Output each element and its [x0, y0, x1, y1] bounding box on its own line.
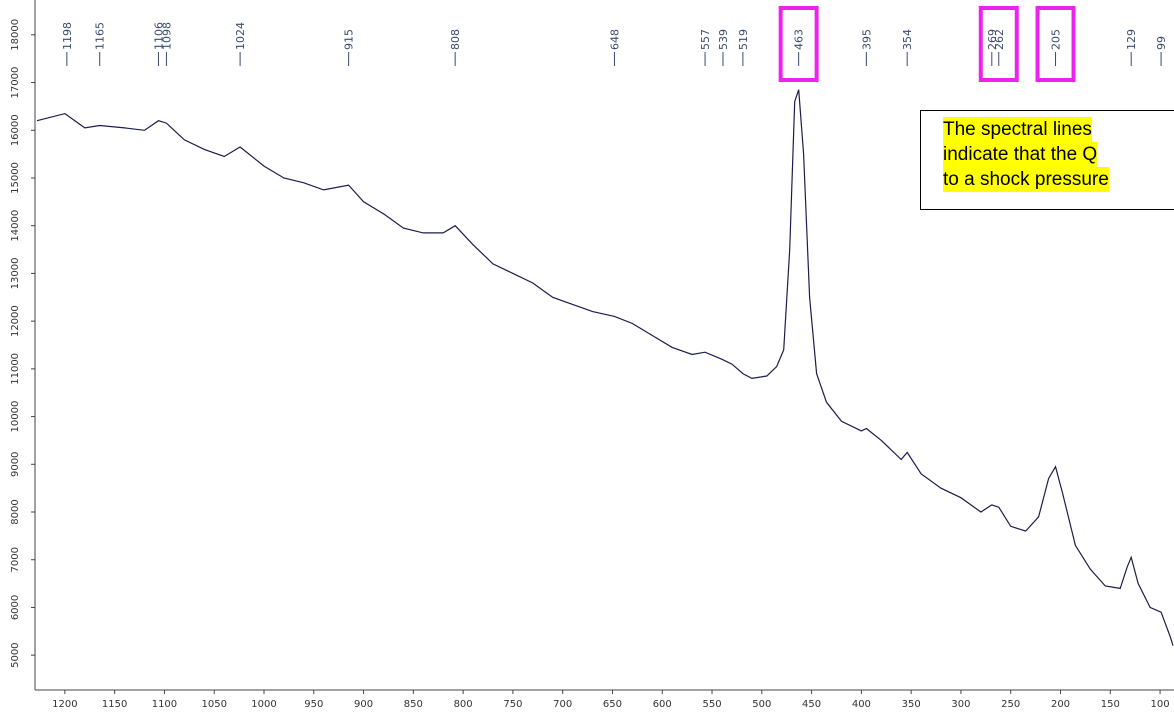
y-tick-label: 8000: [10, 499, 21, 524]
peak-label: 262: [993, 29, 1006, 50]
x-tick-label: 150: [1101, 699, 1120, 710]
annotation-line: indicate that the Q: [943, 142, 1098, 167]
highlight-box: [978, 6, 1019, 82]
y-tick-label: 13000: [10, 258, 21, 290]
peak-label: 648: [608, 29, 621, 50]
annotation-line: The spectral lines: [943, 117, 1092, 142]
x-tick-label: 800: [454, 699, 473, 710]
y-tick-label: 14000: [10, 210, 21, 242]
x-tick-label: 450: [802, 699, 821, 710]
x-tick-label: 900: [354, 699, 373, 710]
x-tick-label: 1000: [251, 699, 276, 710]
highlight-box: [778, 6, 819, 82]
x-tick-label: 1100: [152, 699, 177, 710]
peak-label: 1098: [160, 22, 173, 50]
peak-label: 463: [793, 29, 806, 50]
x-tick-label: 300: [951, 699, 970, 710]
x-tick-label: 100: [1151, 699, 1170, 710]
x-tick-label: 1050: [201, 699, 226, 710]
x-tick-label: 500: [752, 699, 771, 710]
peak-label: 1198: [61, 22, 74, 50]
y-tick-label: 12000: [10, 305, 21, 337]
peak-label: 915: [343, 29, 356, 50]
peak-label: 269: [986, 29, 999, 50]
x-tick-label: 350: [902, 699, 921, 710]
y-tick-label: 7000: [10, 547, 21, 572]
peak-label: 354: [901, 29, 914, 50]
peak-label: 519: [737, 29, 750, 50]
x-tick-label: 700: [553, 699, 572, 710]
y-tick-label: 11000: [10, 353, 21, 385]
x-tick-label: 1200: [52, 699, 77, 710]
peak-label: 1024: [234, 22, 247, 50]
x-tick-label: 250: [1001, 699, 1020, 710]
y-tick-label: 17000: [10, 67, 21, 99]
peak-label: 808: [449, 29, 462, 50]
x-tick-label: 850: [404, 699, 423, 710]
peak-label: 205: [1050, 29, 1063, 50]
annotation-line: to a shock pressure: [943, 167, 1109, 192]
y-tick-label: 15000: [10, 162, 21, 194]
y-tick-label: 16000: [10, 114, 21, 146]
spectrum-line: [36, 89, 1174, 646]
y-tick-label: 5000: [10, 642, 21, 667]
y-tick-label: 18000: [10, 19, 21, 51]
x-tick-label: 950: [304, 699, 323, 710]
x-tick-label: 550: [702, 699, 721, 710]
y-tick-label: 6000: [10, 595, 21, 620]
x-tick-label: 750: [503, 699, 522, 710]
peak-label: 1106: [152, 22, 165, 50]
peak-label: 395: [860, 29, 873, 50]
x-tick-label: 600: [653, 699, 672, 710]
peak-label: 129: [1125, 29, 1138, 50]
peak-label: 99: [1155, 36, 1168, 50]
y-tick-label: 10000: [10, 401, 21, 433]
x-tick-label: 650: [603, 699, 622, 710]
x-tick-label: 200: [1051, 699, 1070, 710]
y-tick-label: 9000: [10, 452, 21, 477]
peak-label: 1165: [94, 22, 107, 50]
x-tick-label: 1150: [102, 699, 127, 710]
x-tick-label: 400: [852, 699, 871, 710]
peak-label: 557: [699, 29, 712, 50]
highlight-box: [1035, 6, 1076, 82]
peak-label: 539: [717, 29, 730, 50]
